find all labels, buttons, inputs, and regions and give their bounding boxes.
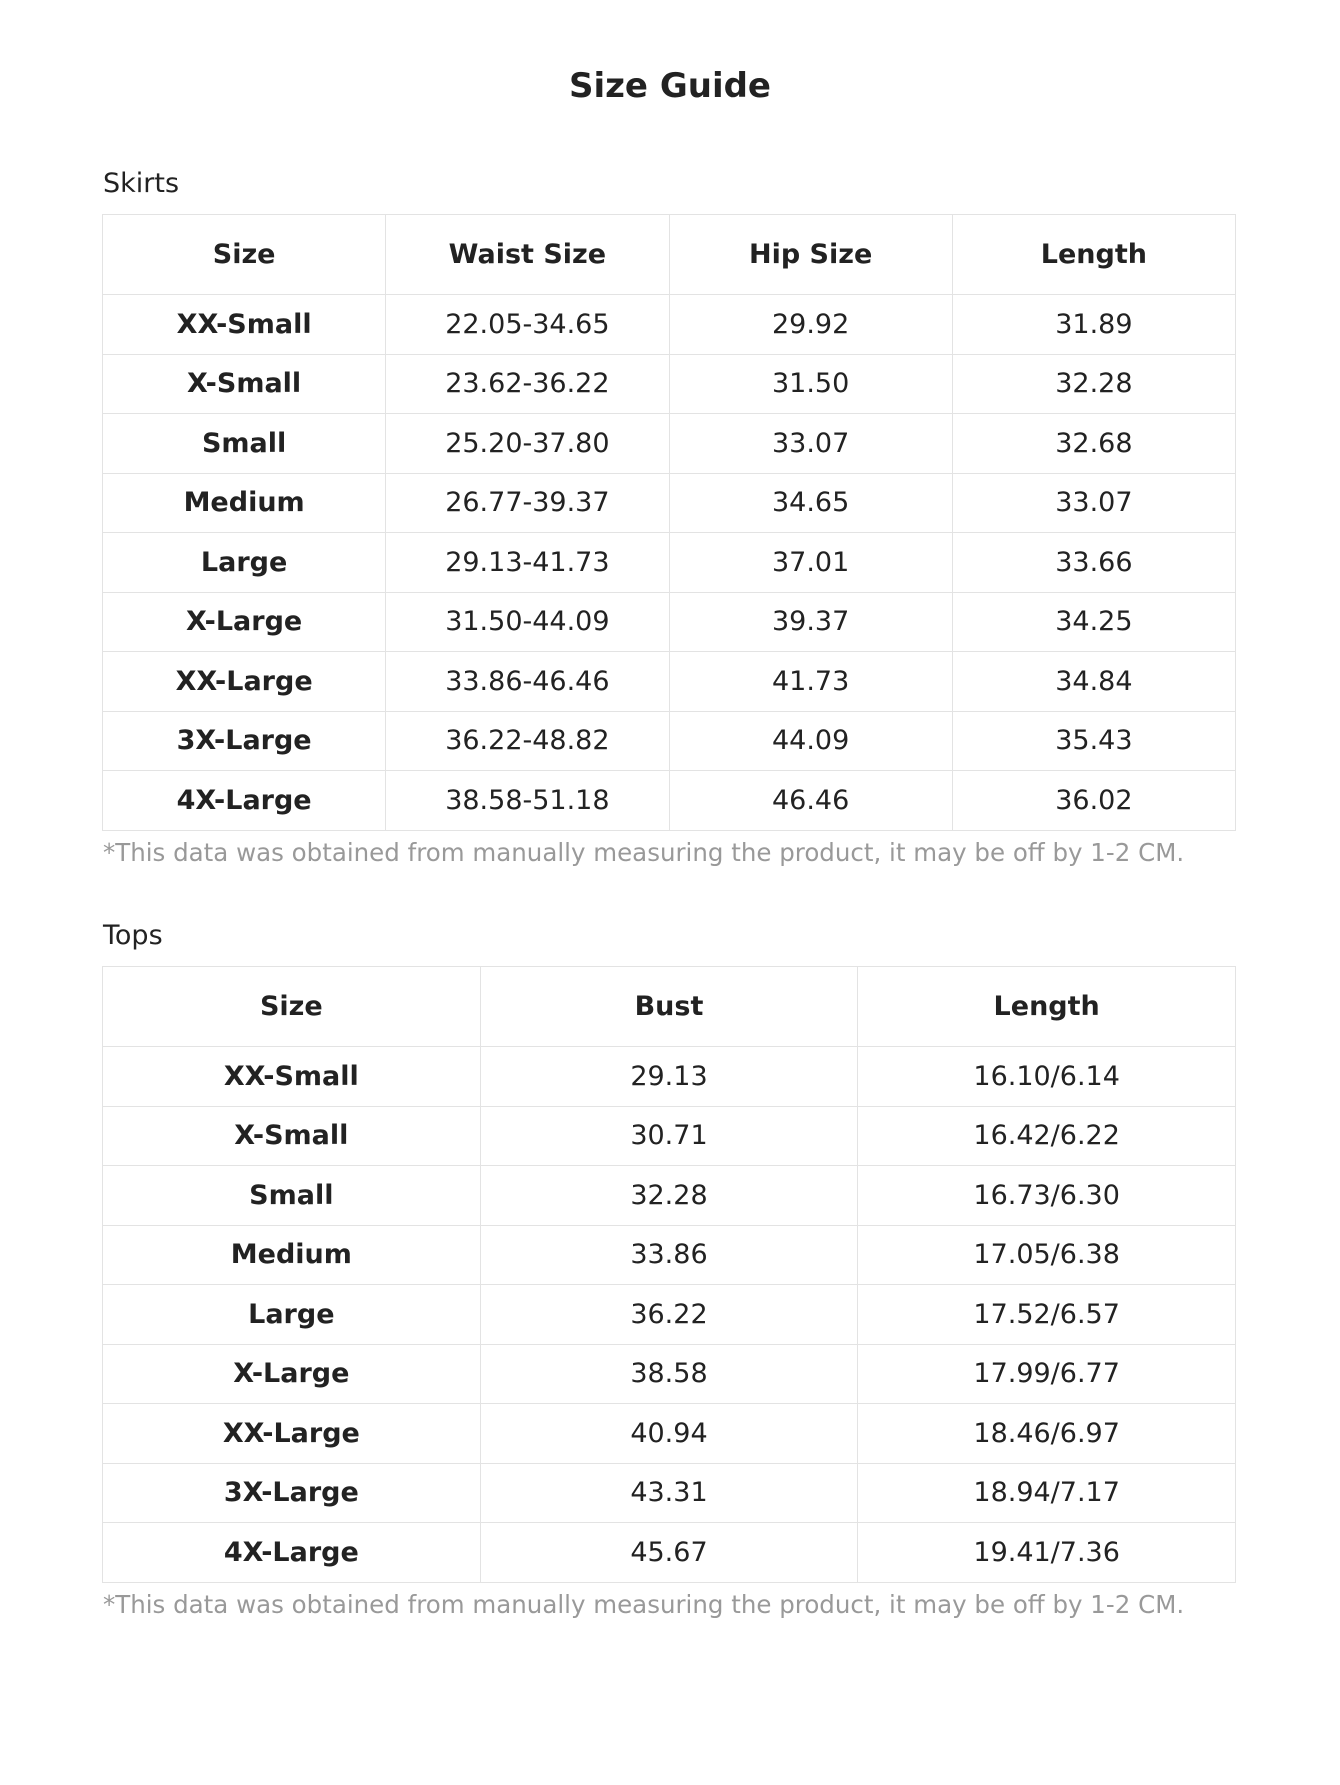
table-row: X-Small 30.71 16.42/6.22 (102, 1105, 1236, 1166)
measurement-cell: 45.67 (479, 1522, 859, 1583)
measurement-cell: 18.46/6.97 (857, 1403, 1236, 1464)
measurement-cell: 33.86-46.46 (385, 651, 670, 712)
table-row: 3X-Large 43.31 18.94/7.17 (102, 1462, 1236, 1523)
table-row: X-Large 38.58 17.99/6.77 (102, 1343, 1236, 1404)
measurement-cell: 30.71 (479, 1105, 859, 1166)
table-header-row: Size Bust Length (102, 966, 1236, 1047)
size-cell: Medium (102, 1224, 481, 1285)
measurement-cell: 29.13 (479, 1046, 859, 1107)
size-cell: X-Small (101, 353, 387, 414)
table-row: 3X-Large 36.22-48.82 44.09 35.43 (101, 710, 1237, 771)
tops-size-table: Size Bust Length XX-Small 29.13 16.10/6.14 X-… (102, 966, 1236, 1583)
measurement-cell: 17.05/6.38 (857, 1224, 1236, 1285)
size-cell: 4X-Large (102, 1522, 481, 1583)
measurement-cell: 40.94 (479, 1403, 859, 1464)
size-cell: 3X-Large (102, 1462, 481, 1523)
tops-section-label: Tops (103, 920, 163, 951)
measurement-cell: 26.77-39.37 (385, 472, 670, 533)
skirts-measurement-note: *This data was obtained from manually me… (103, 838, 1185, 867)
table-row: Large 36.22 17.52/6.57 (102, 1284, 1236, 1345)
measurement-cell: 36.22 (479, 1284, 859, 1345)
size-cell: XX-Large (102, 1403, 481, 1464)
size-cell: Small (102, 1165, 481, 1226)
table-row: Medium 26.77-39.37 34.65 33.07 (101, 472, 1237, 533)
column-header: Bust (479, 966, 859, 1047)
table-row: 4X-Large 45.67 19.41/7.36 (102, 1522, 1236, 1583)
measurement-cell: 16.10/6.14 (857, 1046, 1236, 1107)
size-cell: X-Large (102, 1343, 481, 1404)
column-header: Length (857, 966, 1236, 1047)
tops-measurement-note: *This data was obtained from manually me… (103, 1590, 1185, 1619)
column-header: Hip Size (668, 214, 953, 295)
measurement-cell: 25.20-37.80 (385, 413, 670, 474)
skirts-section-label: Skirts (103, 168, 180, 199)
measurement-cell: 19.41/7.36 (857, 1522, 1236, 1583)
size-cell: X-Small (102, 1105, 481, 1166)
size-cell: XX-Small (102, 1046, 481, 1107)
size-cell: XX-Small (101, 294, 387, 355)
table-row: Small 32.28 16.73/6.30 (102, 1165, 1236, 1226)
measurement-cell: 38.58-51.18 (385, 770, 670, 831)
size-cell: X-Large (101, 591, 387, 652)
measurement-cell: 34.84 (951, 651, 1237, 712)
size-cell: Large (102, 1284, 481, 1345)
table-row: X-Large 31.50-44.09 39.37 34.25 (101, 591, 1237, 652)
page-title: Size Guide (569, 66, 771, 106)
measurement-cell: 33.86 (479, 1224, 859, 1285)
measurement-cell: 22.05-34.65 (385, 294, 670, 355)
measurement-cell: 36.02 (951, 770, 1237, 831)
size-cell: Large (101, 532, 387, 593)
measurement-cell: 34.65 (668, 472, 953, 533)
measurement-cell: 41.73 (668, 651, 953, 712)
measurement-cell: 33.07 (668, 413, 953, 474)
measurement-cell: 35.43 (951, 710, 1237, 771)
column-header: Size (101, 214, 387, 295)
measurement-cell: 16.73/6.30 (857, 1165, 1236, 1226)
measurement-cell: 31.89 (951, 294, 1237, 355)
measurement-cell: 34.25 (951, 591, 1237, 652)
measurement-cell: 17.99/6.77 (857, 1343, 1236, 1404)
measurement-cell: 31.50 (668, 353, 953, 414)
table-row: Medium 33.86 17.05/6.38 (102, 1224, 1236, 1285)
table-row: XX-Large 33.86-46.46 41.73 34.84 (101, 651, 1237, 712)
measurement-cell: 33.66 (951, 532, 1237, 593)
size-cell: Medium (101, 472, 387, 533)
measurement-cell: 18.94/7.17 (857, 1462, 1236, 1523)
skirts-size-table: Size Waist Size Hip Size Length XX-Small 22.… (101, 214, 1237, 831)
measurement-cell: 46.46 (668, 770, 953, 831)
measurement-cell: 44.09 (668, 710, 953, 771)
table-row: Small 25.20-37.80 33.07 32.68 (101, 413, 1237, 474)
measurement-cell: 33.07 (951, 472, 1237, 533)
measurement-cell: 32.68 (951, 413, 1237, 474)
measurement-cell: 39.37 (668, 591, 953, 652)
table-row: XX-Large 40.94 18.46/6.97 (102, 1403, 1236, 1464)
measurement-cell: 29.92 (668, 294, 953, 355)
measurement-cell: 38.58 (479, 1343, 859, 1404)
size-cell: XX-Large (101, 651, 387, 712)
measurement-cell: 23.62-36.22 (385, 353, 670, 414)
table-header-row: Size Waist Size Hip Size Length (101, 214, 1237, 295)
measurement-cell: 43.31 (479, 1462, 859, 1523)
column-header: Length (951, 214, 1237, 295)
table-row: X-Small 23.62-36.22 31.50 32.28 (101, 353, 1237, 414)
measurement-cell: 29.13-41.73 (385, 532, 670, 593)
table-row: 4X-Large 38.58-51.18 46.46 36.02 (101, 770, 1237, 831)
measurement-cell: 16.42/6.22 (857, 1105, 1236, 1166)
measurement-cell: 17.52/6.57 (857, 1284, 1236, 1345)
measurement-cell: 36.22-48.82 (385, 710, 670, 771)
table-row: Large 29.13-41.73 37.01 33.66 (101, 532, 1237, 593)
measurement-cell: 37.01 (668, 532, 953, 593)
size-cell: 4X-Large (101, 770, 387, 831)
size-cell: 3X-Large (101, 710, 387, 771)
column-header: Waist Size (385, 214, 670, 295)
measurement-cell: 32.28 (479, 1165, 859, 1226)
table-row: XX-Small 29.13 16.10/6.14 (102, 1046, 1236, 1107)
measurement-cell: 32.28 (951, 353, 1237, 414)
measurement-cell: 31.50-44.09 (385, 591, 670, 652)
table-row: XX-Small 22.05-34.65 29.92 31.89 (101, 294, 1237, 355)
size-cell: Small (101, 413, 387, 474)
column-header: Size (102, 966, 481, 1047)
